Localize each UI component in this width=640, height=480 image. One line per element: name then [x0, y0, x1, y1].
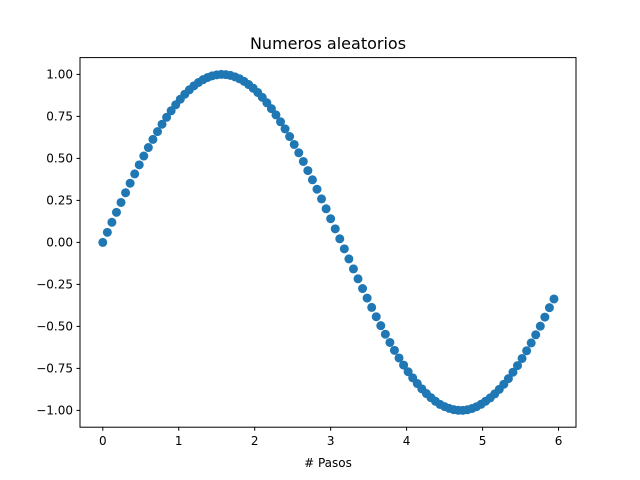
- data-point: [522, 346, 532, 356]
- chart-title: Numeros aleatorios: [250, 34, 406, 53]
- x-tick-label: 5: [479, 434, 487, 448]
- data-point: [285, 132, 295, 142]
- data-point: [134, 160, 144, 170]
- data-point: [549, 294, 559, 304]
- data-point: [312, 184, 322, 194]
- x-tick-label: 6: [555, 434, 563, 448]
- data-point: [339, 244, 349, 254]
- data-point: [307, 175, 317, 185]
- data-point: [371, 312, 381, 322]
- y-tick-label: 0.50: [46, 152, 73, 166]
- data-point: [380, 329, 390, 339]
- data-point: [535, 321, 545, 331]
- data-point: [289, 139, 299, 149]
- x-tick-label: 2: [251, 434, 259, 448]
- data-point: [526, 338, 536, 348]
- data-point: [143, 143, 153, 153]
- data-point: [344, 254, 354, 264]
- x-tick-label: 0: [99, 434, 107, 448]
- plot-frame: [79, 57, 577, 428]
- data-point: [294, 148, 304, 158]
- data-point: [389, 345, 399, 355]
- data-point: [394, 353, 404, 363]
- data-point: [157, 119, 167, 129]
- data-point: [321, 204, 331, 214]
- y-tick-label: −1.00: [36, 404, 73, 418]
- data-point: [503, 374, 513, 384]
- data-point: [152, 127, 162, 137]
- data-point: [517, 353, 527, 363]
- data-point: [367, 302, 377, 312]
- data-point: [121, 188, 131, 198]
- data-point: [111, 207, 121, 217]
- data-point: [540, 312, 550, 322]
- x-axis-label: # Pasos: [304, 456, 352, 470]
- data-point: [317, 194, 327, 204]
- data-point: [280, 124, 290, 134]
- data-point: [362, 293, 372, 303]
- data-point: [326, 214, 336, 224]
- y-tick-label: 1.00: [46, 68, 73, 82]
- data-point: [348, 264, 358, 274]
- data-point: [298, 156, 308, 166]
- data-point: [513, 361, 523, 371]
- data-point: [271, 110, 281, 120]
- data-point: [335, 234, 345, 244]
- data-point: [531, 330, 541, 340]
- data-point: [303, 166, 313, 176]
- data-point: [403, 367, 413, 377]
- x-tick-label: 1: [175, 434, 183, 448]
- x-tick-label: 3: [327, 434, 335, 448]
- y-tick-label: 0.00: [46, 236, 73, 250]
- data-point: [266, 104, 276, 114]
- data-point: [376, 321, 386, 331]
- data-point: [125, 178, 135, 188]
- data-point: [358, 284, 368, 294]
- y-tick-label: −0.75: [36, 362, 73, 376]
- data-point: [353, 274, 363, 284]
- data-point: [139, 151, 149, 161]
- data-point: [330, 224, 340, 234]
- data-point: [276, 117, 286, 127]
- y-tick-label: 0.75: [46, 110, 73, 124]
- y-tick-label: −0.50: [36, 320, 73, 334]
- data-point: [508, 367, 518, 377]
- x-axis-ticks: 0 1 2 3 4 5 6: [99, 427, 562, 448]
- y-tick-label: 0.25: [46, 194, 73, 208]
- data-point: [116, 197, 126, 207]
- data-point: [162, 112, 172, 122]
- data-point: [544, 303, 554, 313]
- data-point: [148, 134, 158, 144]
- data-point: [107, 217, 117, 227]
- data-point: [102, 227, 112, 237]
- data-point: [385, 337, 395, 347]
- data-point: [399, 360, 409, 370]
- x-tick-label: 4: [403, 434, 411, 448]
- data-points: [98, 69, 559, 415]
- data-point: [130, 169, 140, 179]
- data-point: [98, 237, 108, 247]
- y-tick-label: −0.25: [36, 278, 73, 292]
- y-axis-ticks: −1.00 −0.75 −0.50 −0.25 0.00 0.25 0.50 0.75 1.00: [36, 68, 80, 418]
